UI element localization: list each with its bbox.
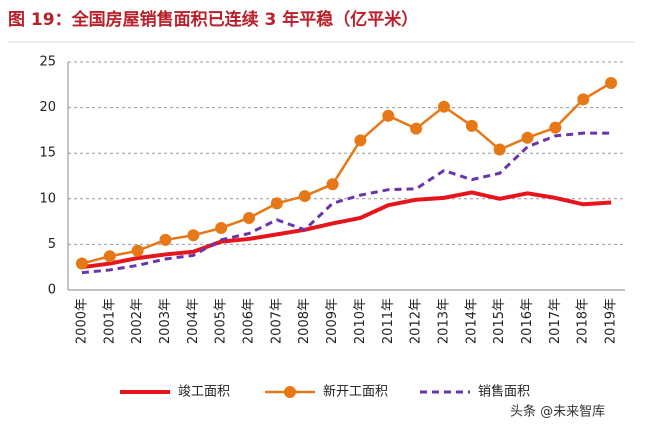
y-tick-label: 25: [39, 55, 56, 70]
x-tick-label: 2015年: [492, 298, 507, 344]
point-marker: [187, 229, 200, 242]
series-line: [81, 131, 612, 275]
x-tick-label: 2003年: [158, 298, 173, 344]
point-marker: [465, 119, 478, 132]
x-tick-label: 2008年: [297, 298, 312, 344]
x-tick-label: 2013年: [436, 298, 451, 344]
y-tick-label: 15: [39, 146, 56, 161]
x-tick-label: 2001年: [102, 298, 117, 344]
x-tick-label: 2000年: [74, 298, 89, 344]
legend-label: 销售面积: [478, 384, 530, 400]
legend-marker: [284, 386, 296, 398]
x-tick-label: 2012年: [409, 298, 424, 344]
x-tick-label: 2011年: [381, 298, 396, 344]
point-marker: [382, 109, 395, 122]
point-marker: [131, 244, 144, 257]
x-tick-label: 2018年: [576, 298, 591, 344]
point-marker: [270, 197, 283, 210]
y-tick-label: 0: [48, 283, 56, 298]
point-marker: [103, 250, 116, 263]
x-tick-label: 2006年: [242, 298, 257, 344]
point-marker: [521, 131, 534, 144]
point-marker: [298, 190, 311, 203]
x-tick-label: 2004年: [186, 298, 201, 344]
x-tick-label: 2002年: [130, 298, 145, 344]
x-tick-label: 2019年: [604, 298, 619, 344]
y-tick-label: 5: [48, 237, 56, 252]
watermark: 头条 @未来智库: [510, 404, 605, 420]
series-line: [81, 190, 612, 270]
x-tick-label: 2009年: [325, 298, 340, 344]
point-marker: [326, 178, 339, 191]
point-marker: [549, 121, 562, 134]
x-tick-label: 2016年: [520, 298, 535, 344]
point-marker: [605, 76, 618, 89]
legend-label: 新开工面积: [323, 384, 388, 400]
x-tick-label: 2005年: [214, 298, 229, 344]
y-tick-label: 10: [39, 191, 56, 206]
point-marker: [243, 211, 256, 224]
point-marker: [493, 143, 506, 156]
point-marker: [75, 257, 88, 270]
x-tick-label: 2017年: [548, 298, 563, 344]
legend-label: 竣工面积: [178, 385, 230, 400]
x-tick-label: 2007年: [269, 298, 284, 344]
point-marker: [215, 221, 228, 234]
point-marker: [437, 100, 450, 113]
point-marker: [410, 122, 423, 135]
point-marker: [159, 233, 172, 246]
point-marker: [354, 134, 367, 147]
y-tick-label: 20: [39, 100, 56, 115]
x-tick-label: 2010年: [353, 298, 368, 344]
x-tick-label: 2014年: [464, 298, 479, 344]
point-marker: [577, 93, 590, 106]
chart-title: 图 19：全国房屋销售面积已连续 3 年平稳（亿平米）: [8, 9, 418, 30]
